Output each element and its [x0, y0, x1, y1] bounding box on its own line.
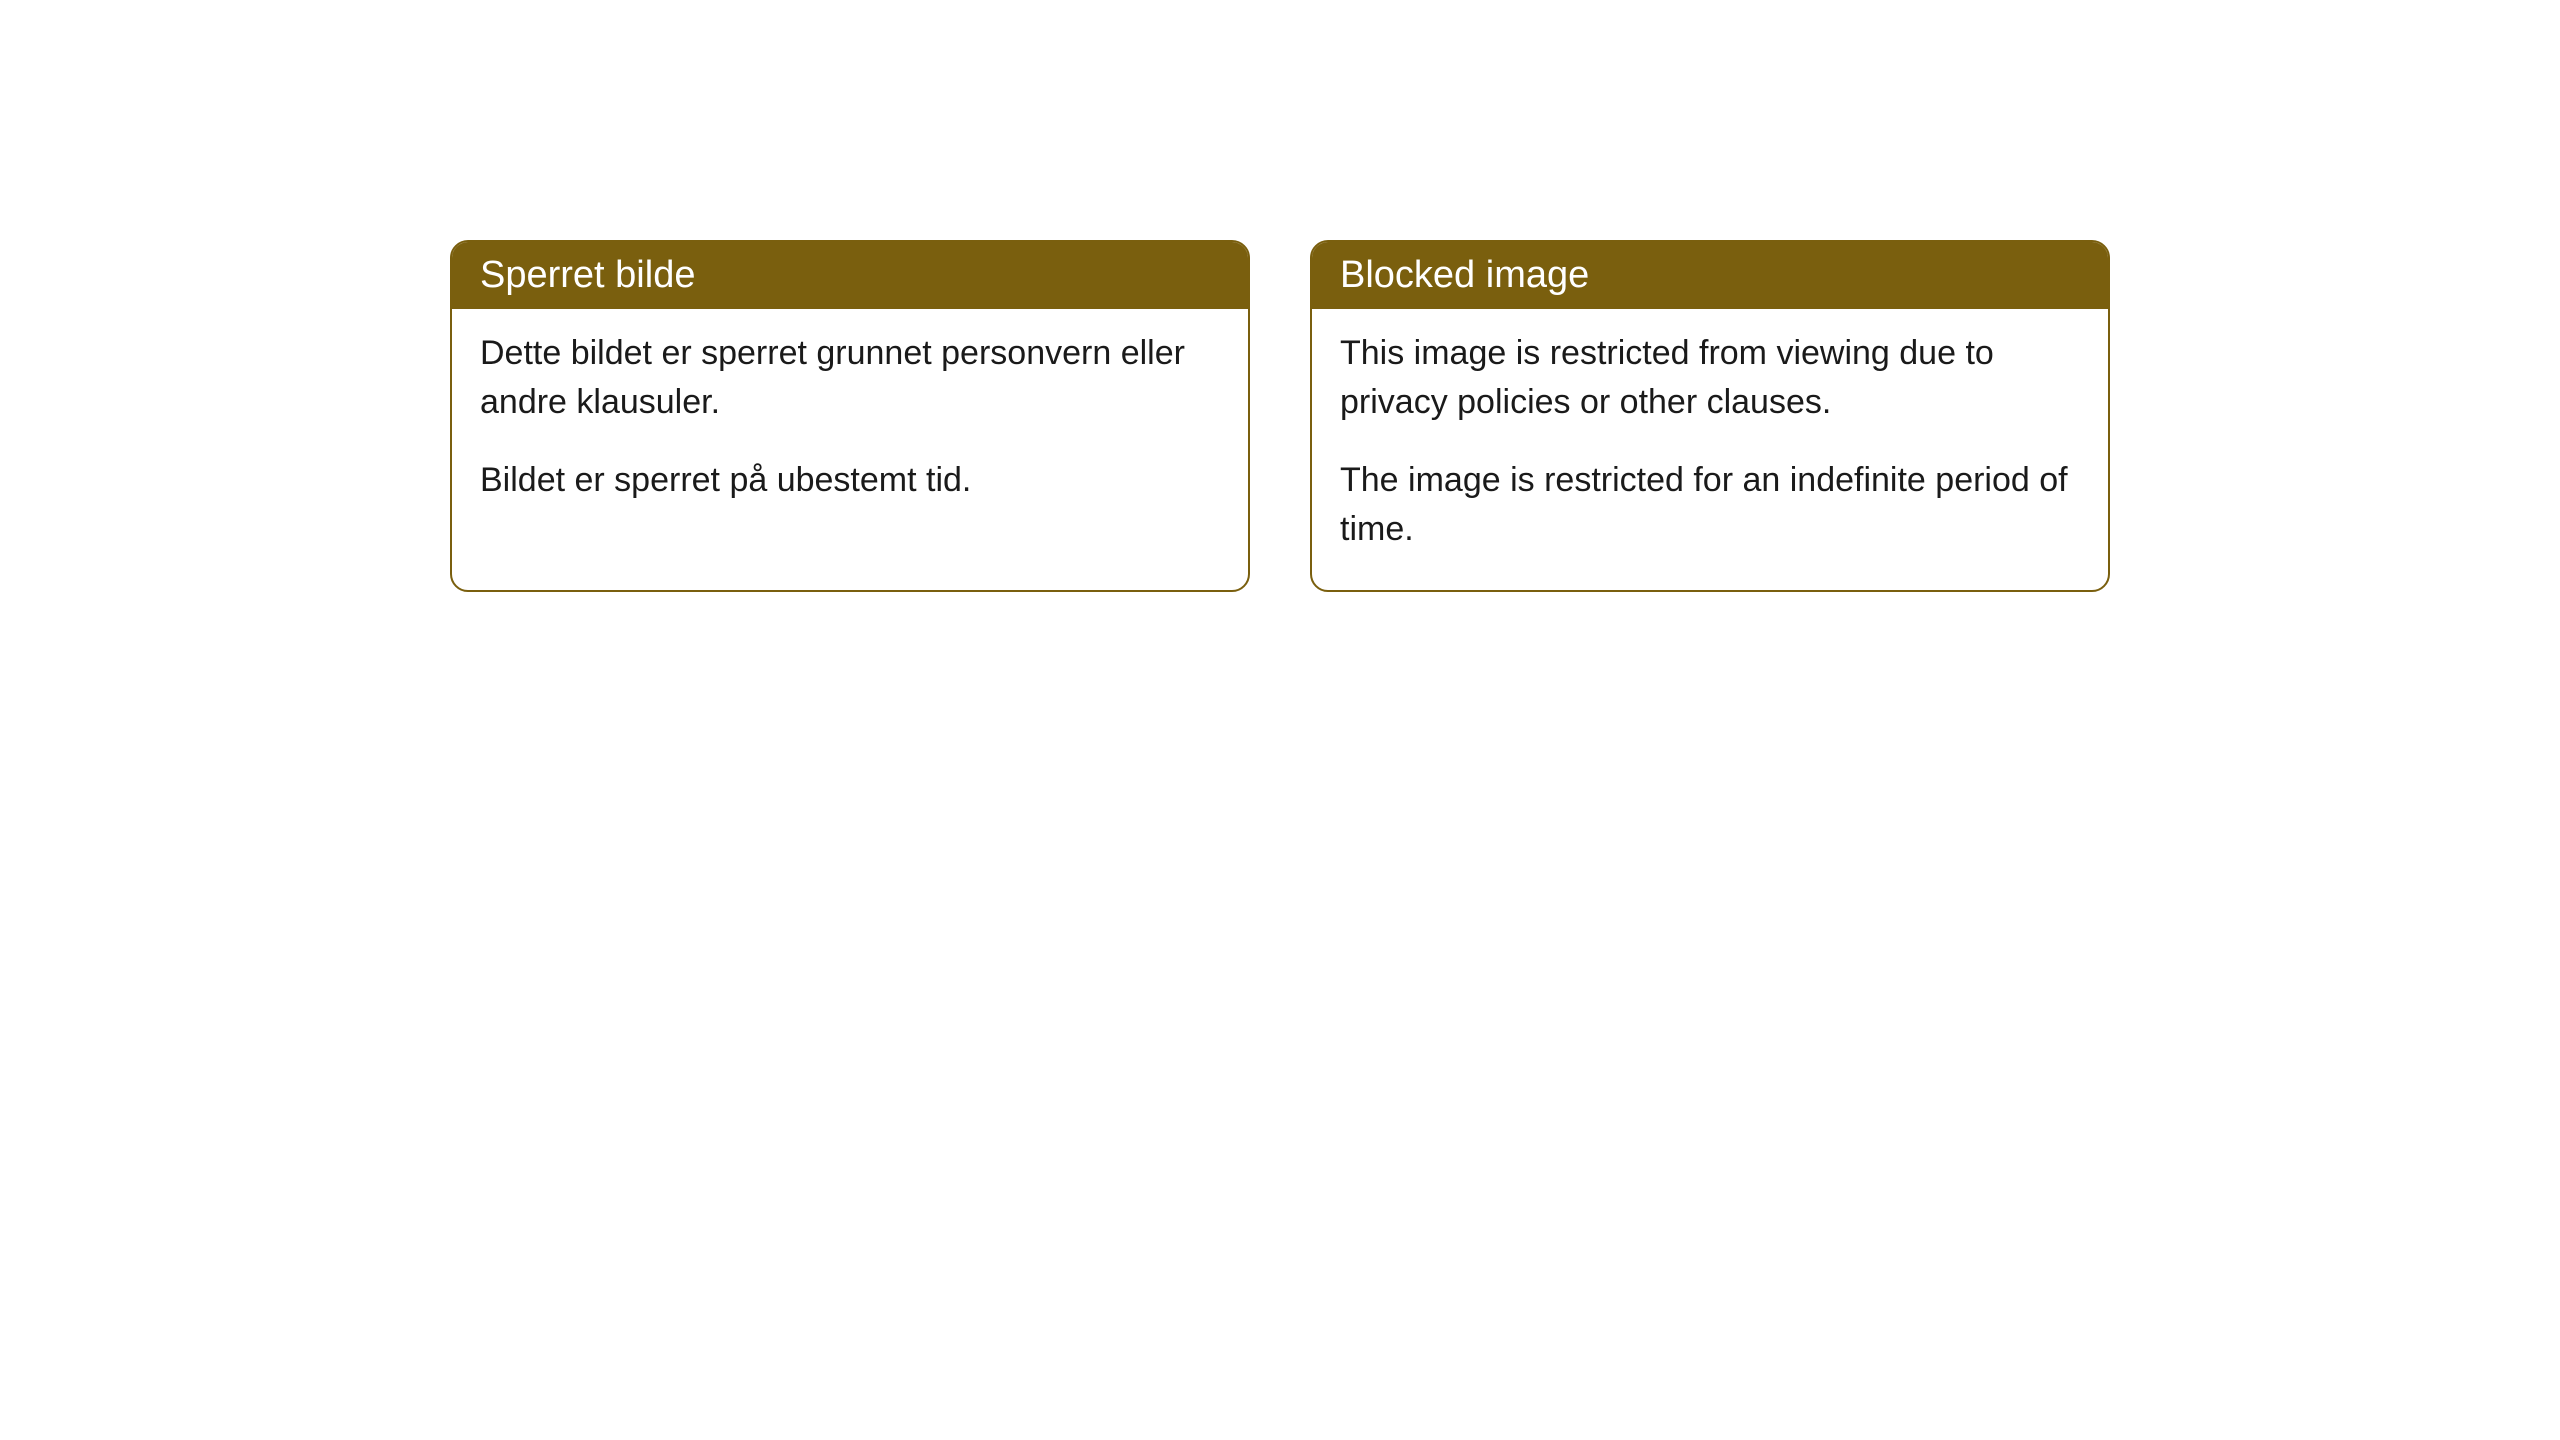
notice-container: Sperret bilde Dette bildet er sperret gr… — [0, 240, 2560, 592]
card-title: Sperret bilde — [480, 254, 695, 296]
card-body-english: This image is restricted from viewing du… — [1312, 309, 2108, 590]
card-header-english: Blocked image — [1312, 242, 2108, 309]
notice-text-2: The image is restricted for an indefinit… — [1340, 456, 2080, 555]
card-header-norwegian: Sperret bilde — [452, 242, 1248, 309]
card-title: Blocked image — [1340, 254, 1589, 296]
blocked-image-card-norwegian: Sperret bilde Dette bildet er sperret gr… — [450, 240, 1250, 592]
notice-text-1: This image is restricted from viewing du… — [1340, 329, 2080, 428]
blocked-image-card-english: Blocked image This image is restricted f… — [1310, 240, 2110, 592]
card-body-norwegian: Dette bildet er sperret grunnet personve… — [452, 309, 1248, 541]
notice-text-1: Dette bildet er sperret grunnet personve… — [480, 329, 1220, 428]
notice-text-2: Bildet er sperret på ubestemt tid. — [480, 456, 1220, 505]
